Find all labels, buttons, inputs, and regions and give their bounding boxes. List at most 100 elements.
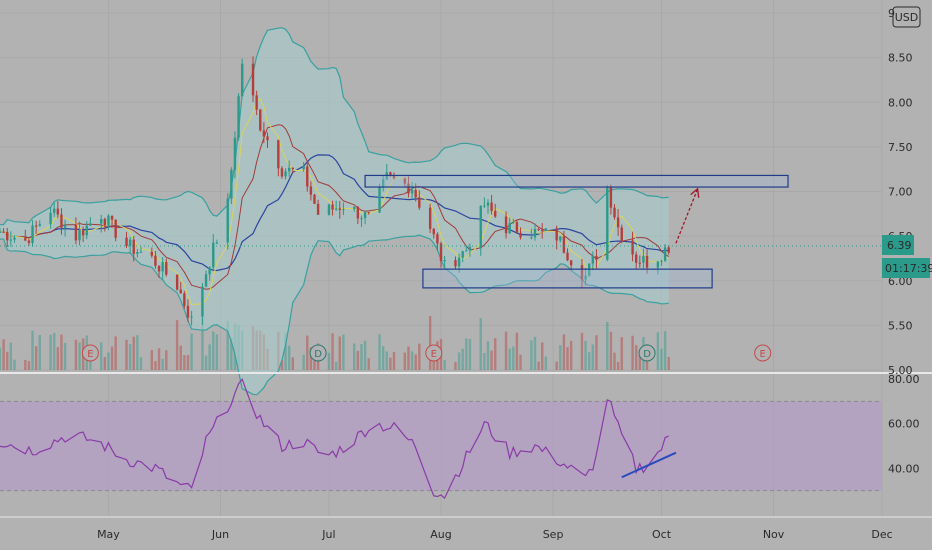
candle-body: [9, 239, 13, 241]
candle-body: [591, 255, 595, 264]
candle-body: [280, 168, 284, 177]
volume-bar: [620, 337, 623, 370]
candle-body: [508, 223, 511, 234]
event-marker-label: E: [760, 349, 766, 360]
candle-body: [233, 137, 237, 170]
range-box: [364, 174, 789, 188]
bollinger-band-fill: [0, 27, 669, 395]
candle-body: [53, 208, 56, 213]
volume-bar: [385, 351, 388, 370]
candle-body: [38, 224, 41, 226]
volume-bar: [186, 355, 190, 370]
candle-body: [226, 198, 229, 243]
volume-bar: [74, 339, 78, 370]
rsi-tick-label: 80.00: [888, 373, 920, 386]
volume-bar: [631, 335, 634, 370]
volume-bar: [638, 353, 642, 370]
volume-bar: [183, 355, 186, 370]
candle-body: [642, 256, 645, 263]
candle-body: [663, 247, 667, 261]
candle-body: [584, 275, 587, 280]
volume-bar: [356, 350, 360, 370]
candle-body: [110, 215, 114, 220]
candle-body: [277, 140, 280, 169]
rsi-tick-label: 60.00: [888, 418, 920, 431]
volume-bar: [338, 336, 341, 370]
volume-bar: [27, 361, 31, 370]
candle-body: [515, 222, 519, 233]
candle-body: [530, 237, 533, 239]
candle-body: [512, 222, 515, 224]
volume-bar: [110, 346, 114, 370]
candle-body: [100, 219, 103, 224]
volume-bar: [591, 344, 595, 370]
candle-body: [309, 186, 313, 195]
candle-body: [634, 254, 638, 263]
rsi-trendline[interactable]: [621, 451, 677, 479]
rsi-tick-label: 40.00: [888, 462, 920, 475]
volume-bar: [31, 330, 34, 370]
candle-body: [179, 289, 182, 294]
volume-bar: [327, 352, 331, 370]
volume-bar: [342, 334, 345, 370]
currency-badge[interactable]: USD: [892, 6, 921, 28]
candle-body: [313, 194, 316, 204]
candle-body: [63, 224, 67, 228]
countdown-tag-background: [882, 258, 930, 278]
volume-bar: [519, 354, 522, 370]
volume-bar: [100, 342, 103, 370]
volume-bar: [291, 357, 294, 370]
candle-body: [342, 209, 345, 211]
rsi-pane[interactable]: [0, 377, 882, 500]
volume-bar: [139, 357, 143, 370]
candle-body: [74, 224, 78, 241]
volume-bar: [175, 320, 179, 370]
rsi-axis[interactable]: 80.00 60.00 40.00: [888, 373, 920, 475]
candle-body: [465, 250, 468, 252]
range-boxes[interactable]: [364, 174, 789, 289]
volume-bar: [60, 334, 63, 370]
candle-body: [13, 237, 16, 240]
volume-bar: [0, 347, 2, 370]
candle-body: [494, 210, 497, 217]
price-axis[interactable]: 98.508.007.507.006.506.005.505.00: [888, 7, 913, 377]
volume-bar: [226, 320, 229, 370]
candle-body: [356, 206, 360, 219]
candle-body: [78, 230, 81, 241]
currency-badge-label: USD: [895, 11, 919, 24]
time-axis[interactable]: May Jun Jul Aug Sep Oct Nov Dec: [97, 528, 893, 541]
candle-body: [541, 229, 544, 231]
candle-body: [208, 267, 211, 275]
bollinger-lower-line: [0, 234, 669, 396]
price-tick-label: 5.00: [888, 364, 913, 377]
candle-body: [0, 231, 2, 233]
volume-bar: [504, 331, 508, 370]
candle-body: [165, 262, 168, 275]
volume-bar: [212, 331, 215, 370]
candle-body: [60, 214, 63, 228]
volume-bar: [403, 352, 407, 370]
volume-bar: [179, 345, 182, 370]
last-price-tag: 6.39 01:17:39: [882, 235, 932, 278]
volume-bar: [53, 332, 56, 370]
volume-bar: [656, 332, 660, 370]
candle-body: [645, 256, 649, 268]
volume-bar: [410, 351, 414, 370]
volume-bar: [414, 354, 417, 370]
event-marker: [81, 344, 99, 362]
volume-bar: [508, 348, 511, 370]
volume-bar: [667, 357, 670, 370]
candle-body: [367, 212, 370, 214]
event-marker-label: E: [431, 349, 437, 360]
price-tick-label: 8.00: [888, 96, 913, 109]
volume-bar: [443, 359, 446, 370]
candle-body: [2, 231, 5, 233]
volume-bar: [284, 332, 287, 370]
candle-body: [154, 255, 157, 266]
volume-bar: [494, 338, 497, 370]
candle-body: [403, 178, 407, 184]
volume-bar: [353, 343, 356, 370]
